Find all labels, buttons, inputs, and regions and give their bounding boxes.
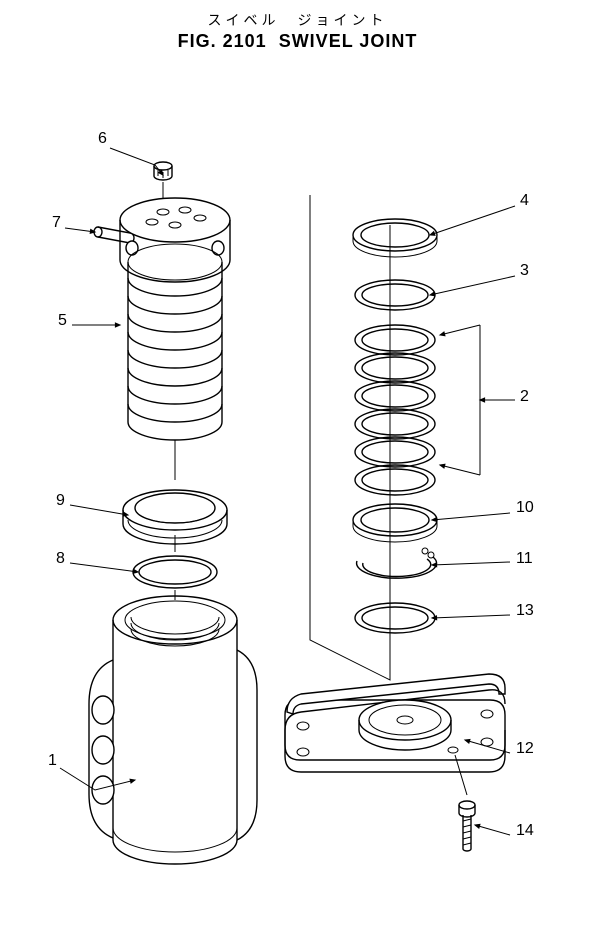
part-12-cover-plate (285, 674, 505, 772)
part-3-o-ring (355, 280, 435, 310)
part-13-o-ring (355, 603, 435, 633)
part-1-body (89, 596, 257, 864)
part-5-shaft (120, 198, 230, 440)
part-14-bolt (459, 801, 475, 851)
part-8-o-ring (133, 556, 217, 588)
part-4-seal (353, 219, 437, 257)
part-6-plug (154, 162, 172, 180)
exploded-view-drawing (0, 0, 595, 940)
part-11-snap-ring (357, 548, 437, 578)
part-10-seal (353, 504, 437, 542)
part-2-ring-stack (355, 325, 435, 495)
